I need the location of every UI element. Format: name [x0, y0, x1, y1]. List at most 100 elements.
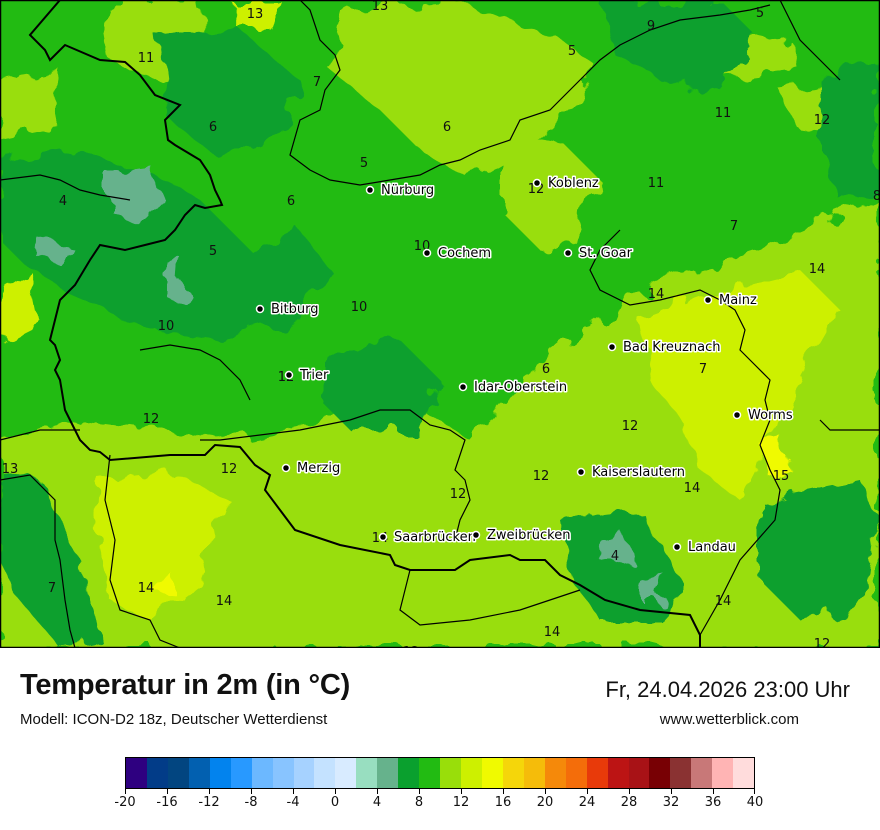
borders	[0, 0, 880, 648]
colorbar-bin	[272, 758, 294, 788]
colorbar-tick	[335, 789, 336, 794]
colorbar-tick-label: 36	[704, 795, 722, 810]
colorbar-tick-label: 40	[746, 795, 764, 810]
city-worms[interactable]: Worms	[732, 407, 794, 425]
colorbar-tick-label: 32	[662, 795, 680, 810]
contour-value-label: 6	[287, 194, 295, 209]
city-dot-icon	[255, 304, 265, 314]
contour-value-label: 12	[814, 637, 831, 648]
colorbar-tick	[503, 789, 504, 794]
colorbar-bin	[293, 758, 315, 788]
city-mainz[interactable]: Mainz	[703, 292, 759, 310]
colorbar-bin	[377, 758, 399, 788]
contour-value-label: 8	[873, 189, 880, 204]
city-dot-icon	[458, 382, 468, 392]
contour-value-label: 7	[313, 75, 321, 90]
colorbar-bin	[230, 758, 252, 788]
city-dot-icon	[563, 248, 573, 258]
forecast-datetime: Fr, 24.04.2026 23:00 Uhr	[605, 677, 850, 702]
city-name-label: Idar-Oberstein	[474, 380, 567, 395]
colorbar-tick-label: 16	[494, 795, 512, 810]
contour-value-label: 12	[143, 412, 160, 427]
contour-value-label: 14	[715, 594, 732, 609]
colorbar-bin	[586, 758, 608, 788]
colorbar-bin	[607, 758, 629, 788]
colorbar-tick-label: -20	[114, 795, 136, 810]
colorbar-bin	[502, 758, 524, 788]
city-koblenz[interactable]: Koblenz	[532, 175, 600, 193]
website-link[interactable]: www.wetterblick.com	[659, 711, 799, 728]
city-n-rburg[interactable]: Nürburg	[365, 182, 436, 200]
contour-value-label: 5	[360, 156, 368, 171]
city-name-label: Worms	[748, 408, 793, 423]
city-dot-icon	[703, 295, 713, 305]
colorbar-bin	[712, 758, 734, 788]
contour-value-label: 5	[756, 6, 764, 21]
contour-value-label: 13	[2, 462, 19, 477]
city-name-label: Cochem	[438, 246, 491, 261]
contour-value-label: 15	[773, 469, 790, 484]
contour-value-label: 7	[48, 581, 56, 596]
colorbar-bin	[544, 758, 566, 788]
contour-value-label: 10	[158, 319, 175, 334]
colorbar-bin	[209, 758, 231, 788]
city-name-label: Trier	[299, 368, 329, 383]
contour-value-label: 12	[622, 419, 639, 434]
city-bad-kreuznach[interactable]: Bad Kreuznach	[607, 339, 722, 357]
colorbar-tick	[209, 789, 210, 794]
city-markers: Nürburg Koblenz Cochem St. Goar Mainz Bitburg…	[255, 175, 794, 557]
colorbar-bin	[691, 758, 713, 788]
contour-value-label: 12	[221, 462, 238, 477]
colorbar-tick	[293, 789, 294, 794]
colorbar-tick-label: -16	[156, 795, 178, 810]
map-title: Temperatur in 2m (in °C)	[20, 669, 351, 701]
colorbar-bin	[335, 758, 357, 788]
city-landau[interactable]: Landau	[672, 539, 737, 557]
contour-value-label: 14	[216, 594, 233, 609]
colorbar-bin	[356, 758, 378, 788]
colorbar-tick-label: 24	[578, 795, 596, 810]
colorbar-ticks: -20 -16 -12 -8 -4 0 4 8 12 16 20 24 28 32 36 40	[114, 789, 763, 819]
city-cochem[interactable]: Cochem	[422, 245, 493, 263]
colorbar-tick	[754, 789, 755, 794]
city-bitburg[interactable]: Bitburg	[255, 301, 320, 319]
colorbar-tick-label: -12	[198, 795, 220, 810]
colorbar-bin	[398, 758, 420, 788]
contour-value-label: 6	[209, 120, 217, 135]
contour-value-label: 7	[699, 362, 707, 377]
city-saarbr-cken[interactable]: Saarbrücken	[378, 529, 477, 547]
colorbar-tick-label: -8	[244, 795, 258, 810]
city-name-label: Landau	[688, 540, 736, 555]
contour-value-label: 7	[730, 219, 738, 234]
model-subtitle: Modell: ICON-D2 18z, Deutscher Wetterdie…	[20, 711, 328, 728]
city-st-goar[interactable]: St. Goar	[563, 245, 634, 263]
city-name-label: St. Goar	[579, 246, 633, 261]
colorbar-tick-label: 8	[414, 795, 424, 810]
contour-value-label: 13	[372, 0, 389, 14]
city-trier[interactable]: Trier	[284, 367, 330, 385]
city-idar-oberstein[interactable]: Idar-Oberstein	[458, 379, 569, 397]
city-merzig[interactable]: Merzig	[281, 460, 342, 478]
colorbar-bin	[733, 758, 755, 788]
colorbar-tick-label: 28	[620, 795, 638, 810]
city-kaiserslautern[interactable]: Kaiserslautern	[576, 464, 687, 482]
contour-value-label: 14	[138, 581, 155, 596]
contour-value-label: 14	[809, 262, 826, 277]
colorbar-bin	[565, 758, 587, 788]
contour-value-label: 13	[247, 7, 264, 22]
city-dot-icon	[532, 178, 542, 188]
colorbar-tick	[167, 789, 168, 794]
temperature-map[interactable]: 13 13 9 5 11 7 5 11 12 6 6 5 11 12 4 6 8 7 10 5 14 14 10 10 6 7 12…	[0, 0, 880, 648]
colorbar-tick-label: 0	[330, 795, 340, 810]
colorbar-tick	[377, 789, 378, 794]
colorbar-bin	[251, 758, 273, 788]
temperature-colorbar	[125, 757, 755, 789]
colorbar-bin	[670, 758, 692, 788]
city-dot-icon	[672, 542, 682, 552]
colorbar-tick	[713, 789, 714, 794]
city-zweibr-cken[interactable]: Zweibrücken	[471, 527, 572, 545]
colorbar-bin	[628, 758, 650, 788]
city-dot-icon	[732, 410, 742, 420]
